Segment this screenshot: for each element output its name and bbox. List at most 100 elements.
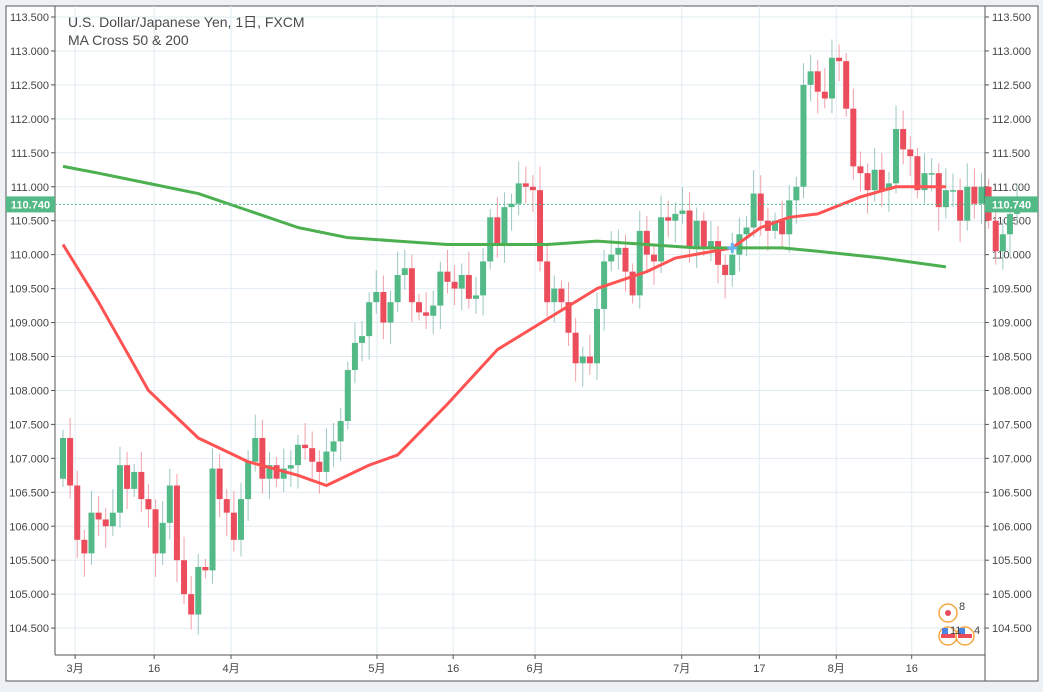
x-tick-label: 8月 xyxy=(828,663,845,675)
candle-body xyxy=(515,183,522,204)
candle xyxy=(750,170,757,238)
candle-body xyxy=(266,465,273,479)
y-tick-label-right: 104.500 xyxy=(992,623,1032,635)
candle-body xyxy=(586,356,593,364)
candle xyxy=(579,346,586,387)
current-price-tag xyxy=(6,196,55,213)
candle xyxy=(266,451,273,499)
candle xyxy=(387,290,394,345)
candle-body xyxy=(95,512,102,520)
y-tick-label-left: 112.500 xyxy=(10,80,49,92)
candle-body xyxy=(131,471,138,489)
x-tick-label: 16 xyxy=(447,663,459,675)
candle xyxy=(230,490,237,552)
candle xyxy=(60,429,66,487)
candle-body xyxy=(351,342,358,371)
y-tick-label-right: 107.500 xyxy=(992,419,1032,431)
candle-body xyxy=(821,91,828,99)
candle xyxy=(152,499,159,577)
candle-body xyxy=(707,241,714,248)
candle-body xyxy=(629,271,636,296)
candle-body xyxy=(259,437,266,479)
candle-body xyxy=(116,465,123,513)
candle xyxy=(416,294,422,321)
candle xyxy=(935,163,942,231)
candle xyxy=(565,282,572,346)
candle-body xyxy=(729,254,736,276)
candle-body xyxy=(451,281,458,289)
candle xyxy=(522,166,529,204)
y-tick-label-left: 106.000 xyxy=(9,521,49,533)
candle xyxy=(885,171,892,212)
candle xyxy=(159,501,166,565)
cross-marker-icon xyxy=(727,242,738,253)
candle-body xyxy=(942,190,949,208)
candle-body xyxy=(921,173,928,191)
candle-body xyxy=(88,512,95,554)
y-tick-label-right: 113.500 xyxy=(992,12,1031,24)
candle-body xyxy=(380,291,387,323)
candle-body xyxy=(857,166,864,174)
y-tick-label-right: 108.000 xyxy=(992,385,1032,397)
candle-body xyxy=(223,499,230,513)
event-count: 11 xyxy=(950,625,961,637)
y-tick-label-left: 104.500 xyxy=(9,623,49,635)
candle-body xyxy=(216,468,223,500)
candle xyxy=(857,151,864,192)
candle xyxy=(893,105,900,194)
candle-body xyxy=(900,129,907,150)
candle xyxy=(629,263,636,304)
candle-body xyxy=(302,444,309,449)
candle-body xyxy=(999,234,1006,252)
candle xyxy=(323,428,330,482)
candle xyxy=(843,52,850,117)
candle-body xyxy=(145,499,152,510)
candle-body xyxy=(679,210,686,214)
candle xyxy=(458,263,465,311)
candle xyxy=(259,419,266,494)
x-tick-label: 7月 xyxy=(673,663,690,675)
y-tick-label-left: 107.500 xyxy=(9,419,49,431)
candle-body xyxy=(252,437,259,462)
candle-body xyxy=(743,227,750,235)
candle xyxy=(74,470,81,559)
candle xyxy=(572,317,579,382)
candle-body xyxy=(836,57,843,62)
candle xyxy=(494,197,501,258)
candle-body xyxy=(608,254,615,262)
candle-body xyxy=(793,186,800,201)
candle xyxy=(472,277,479,314)
candle xyxy=(166,468,173,540)
y-tick-label-left: 113.000 xyxy=(10,46,49,58)
y-tick-label-left: 108.000 xyxy=(9,385,49,397)
candle xyxy=(650,244,657,285)
candle-body xyxy=(643,230,650,255)
candle-body xyxy=(67,437,74,486)
symbol-title: U.S. Dollar/Japanese Yen, 1日, FXCM xyxy=(68,14,305,30)
y-tick-label-left: 105.000 xyxy=(9,589,49,601)
candle-body xyxy=(472,295,479,299)
candle-body xyxy=(665,217,672,221)
candle-body xyxy=(330,441,337,452)
candle xyxy=(729,232,736,287)
candle-body xyxy=(658,217,665,262)
candle-body xyxy=(437,271,444,306)
candle xyxy=(814,59,821,114)
candle-body xyxy=(316,461,323,472)
candle xyxy=(615,229,622,270)
candle-body xyxy=(494,217,501,245)
candle-body xyxy=(287,465,294,469)
candle-body xyxy=(124,465,131,489)
y-tick-label-right: 111.500 xyxy=(992,148,1030,160)
candle xyxy=(337,407,344,462)
candle-body xyxy=(885,183,892,191)
candle xyxy=(102,507,109,548)
y-tick-label-right: 106.000 xyxy=(992,521,1032,533)
candle xyxy=(907,136,914,177)
events-group[interactable] xyxy=(938,603,975,646)
candle xyxy=(95,496,102,537)
candle-body xyxy=(444,271,451,282)
candle-body xyxy=(344,370,351,422)
candle xyxy=(480,248,487,316)
